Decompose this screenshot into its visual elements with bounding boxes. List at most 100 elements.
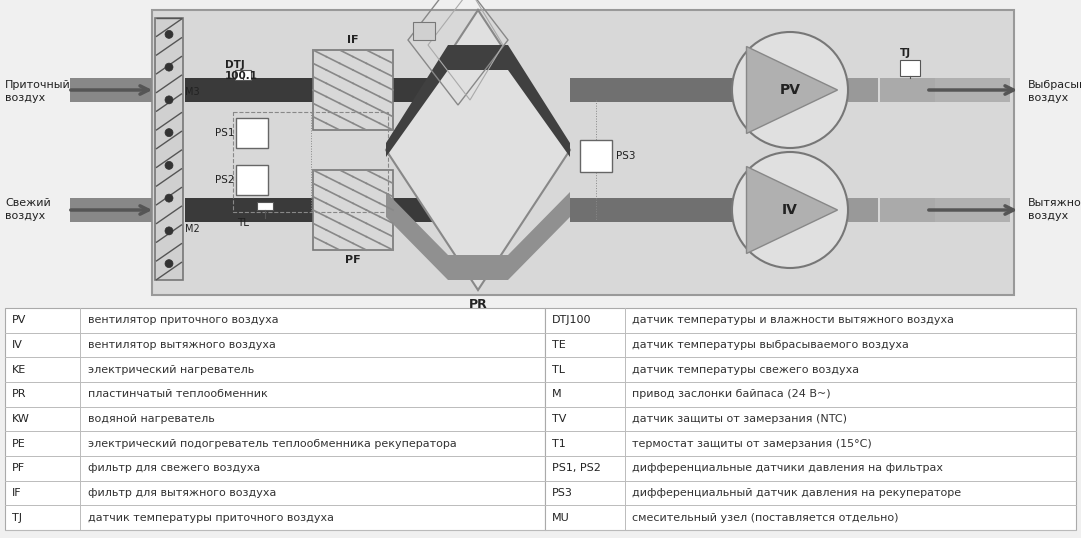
- Polygon shape: [386, 45, 570, 157]
- Text: M: M: [552, 390, 562, 399]
- Bar: [152, 10, 1014, 295]
- Text: MU: MU: [552, 513, 570, 522]
- Bar: [236, 165, 268, 195]
- Text: T1: T1: [552, 438, 565, 449]
- Text: PS2: PS2: [214, 175, 233, 185]
- Text: M2: M2: [185, 224, 200, 234]
- Bar: [570, 198, 820, 222]
- Text: PS3: PS3: [552, 488, 573, 498]
- Text: PF: PF: [345, 255, 361, 265]
- Text: PE: PE: [12, 438, 26, 449]
- Polygon shape: [386, 192, 570, 280]
- Text: водяной нагреватель: водяной нагреватель: [88, 414, 215, 424]
- Bar: [848, 198, 878, 222]
- Text: PR: PR: [469, 298, 488, 311]
- Circle shape: [165, 129, 173, 137]
- Text: Свежий: Свежий: [5, 198, 51, 208]
- Text: PV: PV: [779, 83, 801, 97]
- Text: DTJ: DTJ: [225, 60, 244, 70]
- Bar: [393, 78, 475, 102]
- Text: датчик температуры и влажности вытяжного воздуха: датчик температуры и влажности вытяжного…: [632, 315, 955, 325]
- Polygon shape: [386, 10, 570, 290]
- Circle shape: [732, 32, 848, 148]
- Text: IF: IF: [347, 35, 359, 45]
- Bar: [570, 78, 820, 102]
- Polygon shape: [747, 46, 838, 133]
- Text: TJ: TJ: [12, 513, 22, 522]
- Bar: [930, 198, 1010, 222]
- Bar: [880, 78, 935, 102]
- Text: TJ: TJ: [900, 48, 911, 58]
- Text: датчик температуры выбрасываемого воздуха: датчик температуры выбрасываемого воздух…: [632, 340, 909, 350]
- Text: фильтр для вытяжного воздуха: фильтр для вытяжного воздуха: [88, 488, 277, 498]
- Bar: [185, 198, 313, 222]
- Text: смесительный узел (поставляется отдельно): смесительный узел (поставляется отдельно…: [632, 513, 898, 522]
- Bar: [545, 308, 1076, 530]
- Bar: [880, 198, 935, 222]
- Text: датчик температуры свежего воздуха: датчик температуры свежего воздуха: [632, 365, 859, 374]
- Text: M3: M3: [185, 87, 200, 97]
- Text: TV: TV: [552, 414, 566, 424]
- Bar: [70, 198, 152, 222]
- Text: датчик защиты от замерзания (NTC): датчик защиты от замерзания (NTC): [632, 414, 848, 424]
- Bar: [233, 112, 388, 212]
- Circle shape: [165, 30, 173, 38]
- Bar: [313, 170, 393, 250]
- Text: PS1, PS2: PS1, PS2: [552, 463, 601, 473]
- Text: PS1: PS1: [214, 128, 233, 138]
- Bar: [235, 70, 251, 80]
- Text: фильтр для свежего воздуха: фильтр для свежего воздуха: [88, 463, 261, 473]
- Circle shape: [165, 260, 173, 267]
- Bar: [393, 198, 475, 222]
- Bar: [155, 18, 183, 280]
- Circle shape: [165, 96, 173, 104]
- Text: привод заслонки байпаса (24 В~): привод заслонки байпаса (24 В~): [632, 390, 830, 399]
- Bar: [848, 78, 878, 102]
- Text: DTJ100: DTJ100: [552, 315, 591, 325]
- Bar: [900, 60, 920, 76]
- Text: пластинчатый теплообменник: пластинчатый теплообменник: [88, 390, 268, 399]
- Bar: [930, 78, 1010, 102]
- Text: PR: PR: [12, 390, 27, 399]
- Text: воздух: воздух: [1028, 93, 1068, 103]
- Bar: [257, 202, 273, 210]
- Text: TE: TE: [552, 340, 565, 350]
- Text: электрический нагреватель: электрический нагреватель: [88, 365, 254, 374]
- Circle shape: [165, 227, 173, 235]
- Bar: [235, 78, 251, 102]
- Bar: [313, 50, 393, 130]
- Text: вентилятор приточного воздуха: вентилятор приточного воздуха: [88, 315, 279, 325]
- Text: Выбрасываемы: Выбрасываемы: [1028, 80, 1081, 90]
- Text: KE: KE: [12, 365, 26, 374]
- Text: 100.1: 100.1: [225, 71, 258, 81]
- Bar: [580, 140, 612, 172]
- Text: воздух: воздух: [5, 211, 45, 221]
- Circle shape: [165, 161, 173, 169]
- Text: воздух: воздух: [1028, 211, 1068, 221]
- Text: PV: PV: [12, 315, 26, 325]
- Bar: [70, 78, 152, 102]
- Polygon shape: [747, 166, 838, 253]
- Text: TL: TL: [237, 218, 249, 228]
- Text: KW: KW: [12, 414, 30, 424]
- Text: дифференциальный датчик давления на рекуператоре: дифференциальный датчик давления на реку…: [632, 488, 961, 498]
- Circle shape: [165, 63, 173, 71]
- Text: электрический подогреватель теплообменника рекуператора: электрический подогреватель теплообменни…: [88, 438, 457, 449]
- Text: вентилятор вытяжного воздуха: вентилятор вытяжного воздуха: [88, 340, 276, 350]
- Bar: [236, 118, 268, 148]
- Text: PS3: PS3: [616, 151, 636, 161]
- Text: IF: IF: [12, 488, 22, 498]
- Bar: [413, 22, 435, 40]
- Text: воздух: воздух: [5, 93, 45, 103]
- Text: термостат защиты от замерзания (15°C): термостат защиты от замерзания (15°C): [632, 438, 871, 449]
- Text: IV: IV: [782, 203, 798, 217]
- Text: датчик температуры приточного воздуха: датчик температуры приточного воздуха: [88, 513, 334, 522]
- Text: IV: IV: [12, 340, 23, 350]
- Text: Приточный: Приточный: [5, 80, 70, 90]
- Bar: [5, 308, 545, 530]
- Circle shape: [732, 152, 848, 268]
- Text: TL: TL: [552, 365, 565, 374]
- Circle shape: [165, 194, 173, 202]
- Text: дифференциальные датчики давления на фильтрах: дифференциальные датчики давления на фил…: [632, 463, 943, 473]
- Text: PF: PF: [12, 463, 25, 473]
